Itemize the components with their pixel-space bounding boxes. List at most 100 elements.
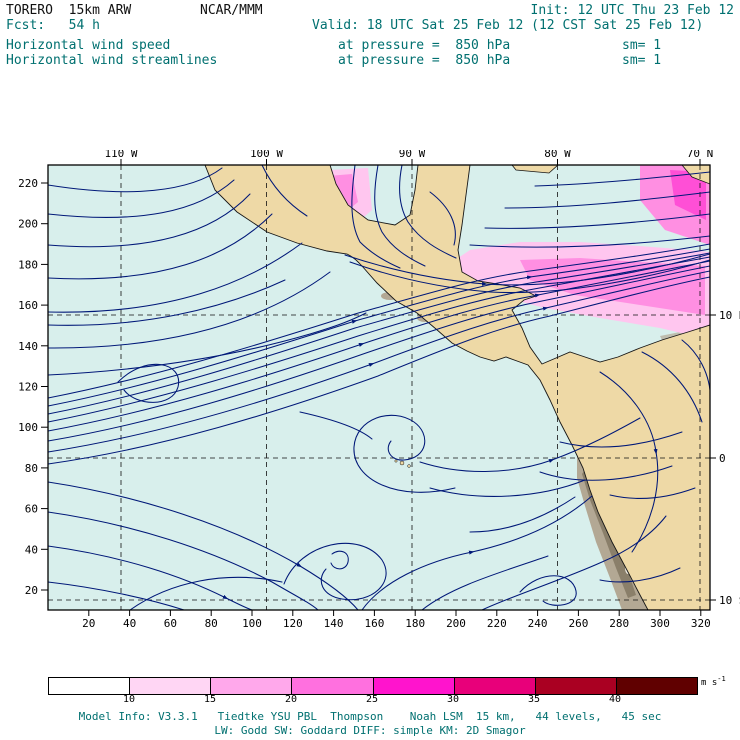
axis-label: 0 — [719, 452, 726, 465]
axis-label: 90 W — [399, 150, 426, 160]
colorbar-segment — [130, 678, 212, 694]
axis-label: 80 — [25, 462, 38, 475]
colorbar-segment — [292, 678, 374, 694]
field2-name: Horizontal wind streamlines — [6, 53, 218, 68]
streamline — [48, 193, 251, 248]
streamline — [330, 550, 349, 570]
streamline — [398, 165, 457, 259]
axis-label: 120 — [18, 381, 38, 394]
streamline — [48, 481, 359, 610]
colorbar-segment — [211, 678, 293, 694]
streamline — [48, 242, 303, 313]
axis-label: 320 — [691, 617, 711, 630]
streamline — [429, 479, 586, 497]
axis-label: 300 — [650, 617, 670, 630]
colorbar-segment — [454, 678, 536, 694]
axis-label: 10 S — [719, 594, 740, 607]
axis-label: 60 — [25, 503, 38, 516]
axis-label: 120 — [283, 617, 303, 630]
colorbar-tick-label: 25 — [365, 694, 379, 705]
colorbar-bar — [48, 677, 698, 695]
axis-label: 20 — [82, 617, 95, 630]
island-cuba — [511, 165, 559, 174]
model-info-line1: Model Info: V3.3.1 Tiedtke YSU PBL Thomp… — [78, 710, 662, 723]
colorbar-tick-label: 30 — [446, 694, 460, 705]
streamline — [48, 511, 319, 610]
map-canvas: 220 200 180 160 140 120 100 80 60 40 20 20 40 60 80 100… — [18, 150, 740, 630]
axis-label: 70 N — [687, 150, 714, 160]
streamline — [48, 279, 286, 326]
colorbar-unit: m s-1 — [701, 675, 726, 688]
streamline — [129, 576, 283, 610]
streamline — [469, 496, 576, 533]
streamline — [469, 235, 710, 248]
streamline — [534, 171, 710, 187]
colorbar-segment — [49, 678, 131, 694]
colorbar-tick-label: 20 — [284, 694, 298, 705]
streamline — [519, 575, 577, 606]
axis-label: 100 — [18, 421, 38, 434]
streamline — [609, 487, 696, 499]
axis-labels-layer: 220 200 180 160 140 120 100 80 60 40 20 20 40 60 80 100… — [18, 150, 740, 630]
axis-label: 160 — [18, 299, 38, 312]
streamline — [484, 213, 710, 229]
model-info-line2: LW: Godd SW: Goddard DIFF: simple KM: 2D… — [214, 724, 526, 737]
streamline — [48, 213, 273, 280]
streamline — [48, 276, 710, 465]
axis-label: 40 — [123, 617, 136, 630]
streamline — [419, 417, 641, 473]
streamline — [599, 567, 681, 583]
axis-label: 200 — [446, 617, 466, 630]
axis-label: 60 — [164, 617, 177, 630]
streamline — [349, 259, 710, 294]
axis-label: 110 W — [104, 150, 137, 160]
org-name: NCAR/MMM — [200, 3, 263, 18]
streamline — [48, 312, 367, 376]
streamline — [48, 545, 253, 610]
streamline — [283, 542, 387, 601]
axis-label: 100 — [242, 617, 262, 630]
axis-label: 140 — [324, 617, 344, 630]
axis-label: 80 W — [544, 150, 571, 160]
unit-base: m s — [701, 678, 718, 688]
streamline — [48, 271, 331, 349]
streamline — [48, 167, 223, 193]
streamline — [421, 555, 549, 610]
axis-label: 20 — [25, 584, 38, 597]
axis-label: 100 W — [250, 150, 283, 160]
field2-smoothing: sm= 1 — [622, 53, 662, 68]
axis-label: 220 — [487, 617, 507, 630]
field2-level: at pressure = 850 hPa — [338, 53, 511, 68]
colorbar-segment — [535, 678, 617, 694]
streamline — [599, 371, 659, 553]
field1-level: at pressure = 850 hPa — [338, 38, 511, 53]
streamline — [504, 191, 710, 209]
colorbar-tick-label: 10 — [122, 694, 136, 705]
streamline — [429, 191, 456, 246]
axis-label: 160 — [364, 617, 384, 630]
axis-label: 80 — [205, 617, 218, 630]
axis-label: 140 — [18, 340, 38, 353]
streamline — [641, 351, 703, 423]
colorbar-labels: 10 15 20 25 30 35 40 — [0, 694, 740, 707]
streamline — [559, 431, 683, 448]
streamline — [361, 495, 593, 610]
streamline — [374, 165, 426, 267]
axis-label: 240 — [528, 617, 548, 630]
init-time: Init: 12 UTC Thu 23 Feb 12 — [530, 3, 735, 18]
colorbar-segment — [373, 678, 455, 694]
unit-exponent: -1 — [717, 675, 726, 683]
streamline — [351, 165, 401, 269]
streamlines-layer — [48, 165, 710, 610]
forecast-hour: Fcst: 54 h — [6, 18, 100, 33]
axis-label: 220 — [18, 177, 38, 190]
axis-label: 280 — [609, 617, 629, 630]
map-border — [47, 164, 711, 611]
axis-label: 260 — [568, 617, 588, 630]
field1-smoothing: sm= 1 — [622, 38, 662, 53]
streamline — [681, 339, 710, 391]
streamline — [344, 253, 710, 286]
model-name: TORERO 15km ARW — [6, 3, 132, 18]
axis-label: 10 N — [719, 309, 740, 322]
